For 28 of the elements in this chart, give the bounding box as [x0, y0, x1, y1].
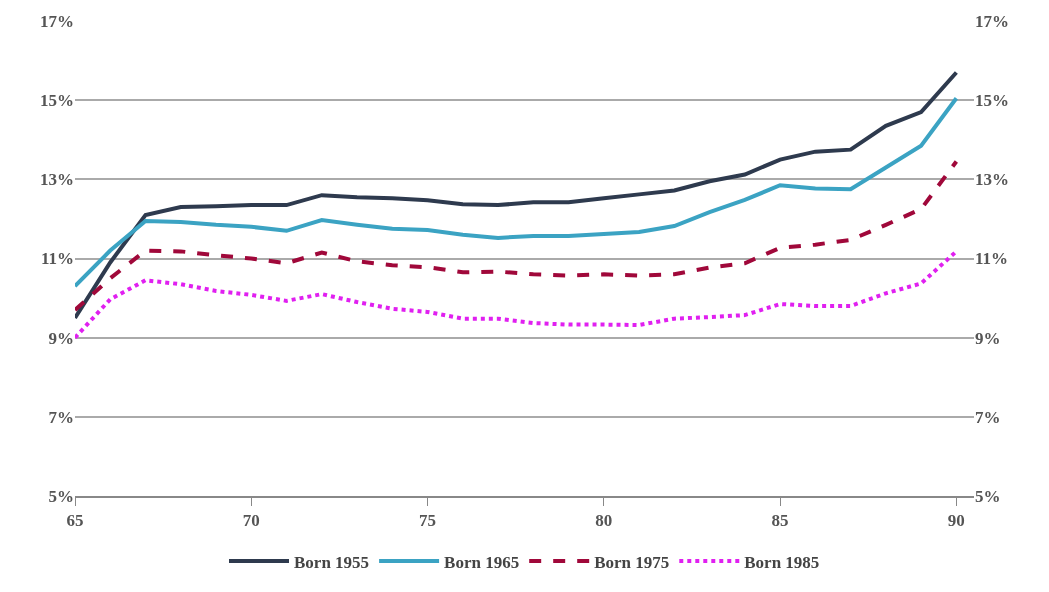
y-tick-label: 5% [48, 486, 74, 506]
x-tick-label: 75 [419, 511, 437, 531]
line-series [75, 159, 959, 312]
y-tick-label: 13% [40, 170, 74, 190]
y-tick-label: 9% [48, 328, 74, 348]
line-series [75, 249, 959, 340]
y-tick-label: 11% [40, 249, 74, 269]
line-series [75, 70, 959, 320]
x-tick-label: 85 [771, 511, 789, 531]
y2-tick-label: 15% [975, 91, 1009, 111]
legend-label: Born 1965 [444, 552, 520, 572]
x-tick-label: 65 [66, 511, 84, 531]
y2-tick-label: 5% [975, 486, 1001, 506]
y2-tick-label: 7% [975, 407, 1001, 427]
y-tick-label: 15% [40, 91, 74, 111]
y2-tick-label: 13% [975, 170, 1009, 190]
x-tick-label: 80 [595, 511, 613, 531]
x-tick-label: 70 [242, 511, 260, 531]
y-tick-label: 7% [48, 407, 74, 427]
line-series [75, 96, 959, 289]
y2-tick-label: 9% [975, 328, 1001, 348]
legend-label: Born 1985 [744, 552, 820, 572]
y2-tick-label: 11% [975, 249, 1009, 269]
legend-label: Born 1975 [594, 552, 670, 572]
x-tick-label: 90 [947, 511, 965, 531]
y-tick-label: 17% [40, 11, 74, 31]
legend-label: Born 1955 [294, 552, 370, 572]
y2-tick-label: 17% [975, 11, 1009, 31]
